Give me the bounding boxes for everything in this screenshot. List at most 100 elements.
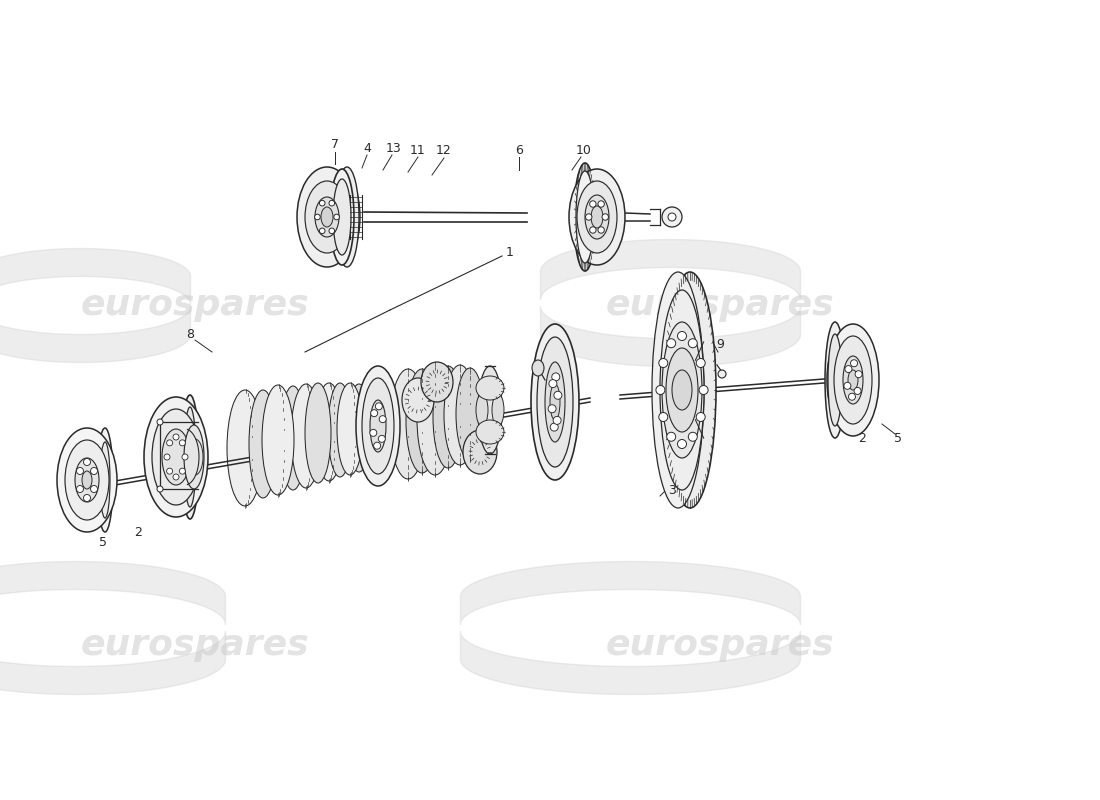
Text: 13: 13 bbox=[386, 142, 402, 154]
Ellipse shape bbox=[390, 369, 426, 479]
Circle shape bbox=[678, 439, 686, 449]
Circle shape bbox=[678, 331, 686, 341]
Ellipse shape bbox=[569, 169, 625, 265]
Ellipse shape bbox=[662, 322, 702, 458]
Circle shape bbox=[850, 360, 858, 366]
Text: 2: 2 bbox=[858, 431, 866, 445]
Text: 9: 9 bbox=[716, 338, 724, 351]
Circle shape bbox=[173, 434, 179, 440]
Text: eurospares: eurospares bbox=[80, 288, 309, 322]
Circle shape bbox=[854, 387, 861, 394]
Circle shape bbox=[689, 432, 697, 442]
Ellipse shape bbox=[57, 428, 117, 532]
Circle shape bbox=[696, 413, 705, 422]
Ellipse shape bbox=[591, 206, 603, 228]
Ellipse shape bbox=[292, 384, 321, 488]
Circle shape bbox=[77, 486, 84, 493]
Ellipse shape bbox=[476, 394, 488, 426]
Ellipse shape bbox=[328, 383, 352, 477]
Circle shape bbox=[378, 435, 385, 442]
Ellipse shape bbox=[370, 400, 386, 452]
Ellipse shape bbox=[456, 368, 484, 460]
Text: 7: 7 bbox=[331, 138, 339, 151]
Circle shape bbox=[662, 207, 682, 227]
Ellipse shape bbox=[162, 429, 190, 485]
Circle shape bbox=[590, 201, 596, 207]
Circle shape bbox=[375, 403, 383, 410]
Circle shape bbox=[157, 419, 163, 425]
Ellipse shape bbox=[406, 369, 438, 473]
Circle shape bbox=[554, 391, 562, 399]
Circle shape bbox=[855, 370, 862, 378]
Circle shape bbox=[329, 228, 334, 234]
Ellipse shape bbox=[574, 163, 596, 271]
Circle shape bbox=[379, 416, 386, 422]
Ellipse shape bbox=[100, 442, 110, 518]
Circle shape bbox=[845, 366, 851, 373]
Circle shape bbox=[166, 468, 173, 474]
Ellipse shape bbox=[843, 356, 864, 404]
Ellipse shape bbox=[305, 181, 349, 253]
Circle shape bbox=[590, 226, 596, 233]
Ellipse shape bbox=[333, 179, 351, 255]
Ellipse shape bbox=[75, 458, 99, 502]
Ellipse shape bbox=[537, 337, 573, 467]
Circle shape bbox=[602, 214, 608, 220]
Circle shape bbox=[90, 467, 98, 474]
Ellipse shape bbox=[531, 324, 579, 480]
Ellipse shape bbox=[476, 376, 504, 400]
Circle shape bbox=[84, 494, 90, 502]
Circle shape bbox=[164, 454, 170, 460]
Text: eurospares: eurospares bbox=[80, 628, 309, 662]
Ellipse shape bbox=[672, 370, 692, 410]
Ellipse shape bbox=[476, 420, 504, 444]
Circle shape bbox=[696, 358, 705, 367]
Ellipse shape bbox=[585, 195, 609, 239]
Circle shape bbox=[374, 442, 381, 449]
Ellipse shape bbox=[492, 394, 504, 426]
Ellipse shape bbox=[666, 348, 698, 432]
Ellipse shape bbox=[827, 324, 879, 436]
Circle shape bbox=[550, 423, 558, 431]
Circle shape bbox=[329, 200, 334, 206]
Circle shape bbox=[315, 214, 320, 220]
Ellipse shape bbox=[576, 171, 594, 263]
Ellipse shape bbox=[463, 430, 497, 474]
Ellipse shape bbox=[315, 383, 343, 481]
Circle shape bbox=[718, 370, 726, 378]
Ellipse shape bbox=[532, 360, 544, 376]
Text: 1: 1 bbox=[506, 246, 514, 258]
Ellipse shape bbox=[184, 407, 196, 507]
Circle shape bbox=[659, 358, 668, 367]
Circle shape bbox=[77, 467, 84, 474]
Text: 3: 3 bbox=[668, 485, 675, 498]
Circle shape bbox=[598, 226, 604, 233]
Circle shape bbox=[179, 440, 186, 446]
Ellipse shape bbox=[324, 173, 360, 261]
Ellipse shape bbox=[321, 207, 333, 227]
Circle shape bbox=[371, 410, 377, 417]
Circle shape bbox=[84, 458, 90, 466]
Circle shape bbox=[552, 373, 560, 381]
Ellipse shape bbox=[421, 362, 453, 402]
Ellipse shape bbox=[362, 378, 394, 474]
Ellipse shape bbox=[356, 366, 400, 486]
Ellipse shape bbox=[152, 409, 200, 505]
Text: 12: 12 bbox=[436, 145, 452, 158]
Circle shape bbox=[173, 474, 179, 480]
Ellipse shape bbox=[330, 169, 354, 265]
Circle shape bbox=[689, 338, 697, 348]
Ellipse shape bbox=[315, 197, 339, 237]
Ellipse shape bbox=[337, 383, 363, 475]
Text: 5: 5 bbox=[894, 431, 902, 445]
Ellipse shape bbox=[825, 322, 845, 438]
Ellipse shape bbox=[297, 167, 358, 267]
Ellipse shape bbox=[578, 181, 617, 253]
Ellipse shape bbox=[249, 390, 277, 498]
Circle shape bbox=[659, 413, 668, 422]
Text: eurospares: eurospares bbox=[606, 628, 834, 662]
Circle shape bbox=[90, 486, 98, 493]
Text: eurospares: eurospares bbox=[606, 288, 834, 322]
Ellipse shape bbox=[336, 167, 359, 267]
Ellipse shape bbox=[828, 334, 842, 426]
